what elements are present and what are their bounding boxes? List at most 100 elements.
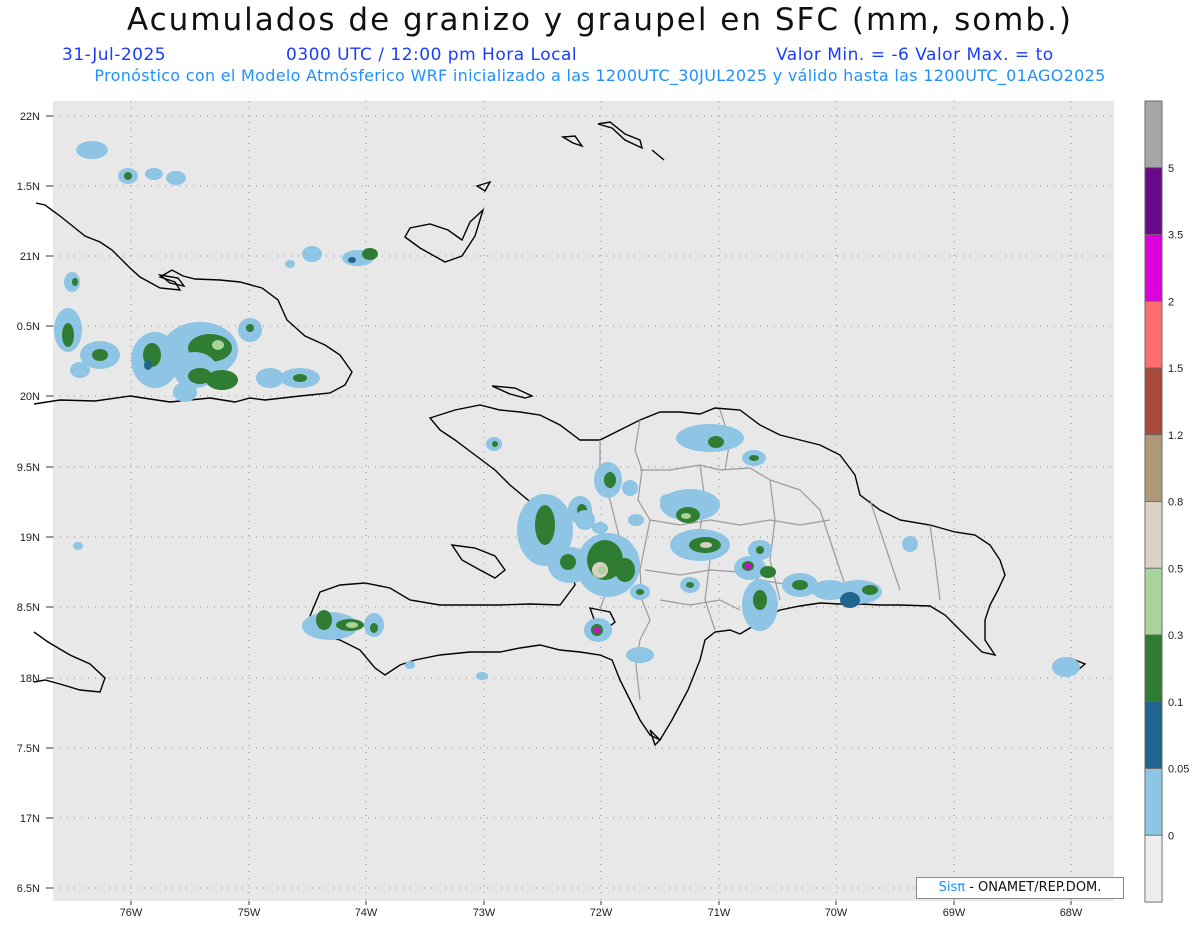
shading-blob bbox=[592, 522, 608, 534]
shading-blob bbox=[902, 536, 918, 552]
shading-blob bbox=[792, 580, 808, 590]
shading-blob bbox=[628, 514, 644, 526]
credit-box: Sisπ - ONAMET/REP.DOM. bbox=[916, 877, 1124, 899]
legend-swatch bbox=[1144, 834, 1163, 903]
lon-label: 70W bbox=[825, 907, 848, 919]
legend-label: 0.5 bbox=[1168, 563, 1183, 575]
shading-blob bbox=[753, 590, 767, 610]
shading-blob bbox=[626, 647, 654, 663]
lat-label: 18N bbox=[20, 673, 40, 685]
legend-label: 3.5 bbox=[1168, 230, 1183, 242]
lon-label: 69W bbox=[943, 907, 966, 919]
legend-swatch bbox=[1144, 434, 1163, 502]
legend-swatch bbox=[1144, 701, 1163, 769]
lat-label: 19N bbox=[20, 532, 40, 544]
shading-blob bbox=[598, 566, 606, 574]
date-label: 31-Jul-2025 bbox=[62, 45, 167, 65]
shading-blob bbox=[206, 370, 238, 390]
shading-blob bbox=[756, 546, 764, 554]
legend-swatch bbox=[1144, 768, 1163, 836]
shading-blob bbox=[405, 661, 415, 669]
shading-blob bbox=[145, 168, 163, 180]
shading-blob bbox=[560, 554, 576, 570]
legend-swatch bbox=[1144, 234, 1163, 302]
shading-blob bbox=[760, 566, 776, 578]
legend-label: 0.1 bbox=[1168, 697, 1183, 709]
shading-blob bbox=[681, 513, 691, 519]
gonave-island bbox=[450, 544, 506, 579]
shading-blob bbox=[76, 141, 108, 159]
lat-label: 9.5N bbox=[17, 462, 40, 474]
shading-blob bbox=[840, 592, 860, 608]
lat-label: 1.5N bbox=[17, 181, 40, 193]
lat-label: 20N bbox=[20, 391, 40, 403]
lon-label: 76W bbox=[120, 907, 143, 919]
lon-label: 74W bbox=[355, 907, 378, 919]
shading-blob bbox=[1052, 657, 1080, 677]
shading-blob bbox=[166, 171, 186, 185]
shading-blob bbox=[676, 424, 744, 452]
lon-label: 73W bbox=[473, 907, 496, 919]
legend-swatch bbox=[1144, 567, 1163, 636]
legend-swatch bbox=[1144, 634, 1163, 703]
shading-blob bbox=[302, 246, 322, 262]
map-title: Acumulados de granizo y graupel en SFC (… bbox=[126, 2, 1074, 38]
shading-blob bbox=[316, 610, 332, 630]
legend-label: 2 bbox=[1168, 296, 1174, 308]
legend-label: 1.5 bbox=[1168, 363, 1183, 375]
lon-label: 75W bbox=[238, 907, 261, 919]
axis-labels: 76W 75W 74W 73W 72W 71W 70W 69W 68W 22N 1.5N 21N 0.5… bbox=[17, 111, 1083, 919]
lat-label: 6.5N bbox=[17, 883, 40, 895]
shading-blob bbox=[348, 257, 356, 263]
shading-blob bbox=[575, 510, 595, 530]
legend-label: 1.2 bbox=[1168, 430, 1183, 442]
lat-label: 17N bbox=[20, 813, 40, 825]
legend-label: 0.8 bbox=[1168, 497, 1183, 509]
shading-blob bbox=[256, 368, 284, 388]
legend-label: 0.3 bbox=[1168, 630, 1183, 642]
legend-swatch bbox=[1144, 100, 1163, 169]
shading-blob bbox=[708, 436, 724, 448]
shading-blob bbox=[73, 542, 83, 550]
shading-blob bbox=[124, 172, 132, 180]
shading-blob bbox=[660, 494, 676, 506]
shading-blob bbox=[745, 563, 751, 569]
cuba-coast bbox=[33, 202, 353, 405]
great-inagua bbox=[404, 207, 485, 263]
shading-blob bbox=[686, 582, 694, 588]
lat-label: 0.5N bbox=[17, 321, 40, 333]
legend-swatch bbox=[1144, 501, 1163, 569]
shading-blob bbox=[700, 542, 712, 548]
shading-blob bbox=[660, 489, 720, 521]
shading-blob bbox=[72, 278, 78, 286]
shading-blob bbox=[70, 362, 90, 378]
shading-blob bbox=[92, 349, 108, 361]
shading-blob bbox=[346, 622, 358, 628]
shading-blob bbox=[212, 340, 224, 350]
coastlines bbox=[33, 121, 1087, 747]
color-legend: 5 3.5 2 1.5 1.2 0.8 0.5 0.3 0.1 0.05 0 bbox=[1144, 100, 1189, 903]
shading-blob bbox=[246, 324, 254, 332]
shading-blob bbox=[173, 382, 197, 402]
legend-swatch bbox=[1144, 300, 1163, 369]
shading-blob bbox=[749, 455, 759, 461]
shading-blob bbox=[535, 505, 555, 545]
shading-blob bbox=[862, 585, 878, 595]
lon-label: 68W bbox=[1060, 907, 1083, 919]
hispaniola-coast bbox=[304, 404, 1006, 741]
shading-blob bbox=[144, 360, 152, 370]
hail-accumulation-shading bbox=[54, 141, 1080, 680]
lat-label: 8.5N bbox=[17, 602, 40, 614]
lat-label: 22N bbox=[20, 111, 40, 123]
credit-text: - ONAMET/REP.DOM. bbox=[969, 880, 1102, 895]
shading-blob bbox=[293, 374, 307, 382]
legend-label: 5 bbox=[1168, 163, 1174, 175]
shading-blob bbox=[370, 623, 378, 633]
lon-label: 72W bbox=[590, 907, 613, 919]
lon-label: 71W bbox=[708, 907, 731, 919]
minmax-label: Valor Min. = -6 Valor Max. = to bbox=[776, 45, 1054, 65]
shading-blob bbox=[492, 441, 498, 447]
lat-label: 7.5N bbox=[17, 743, 40, 755]
shading-blob bbox=[615, 558, 635, 582]
